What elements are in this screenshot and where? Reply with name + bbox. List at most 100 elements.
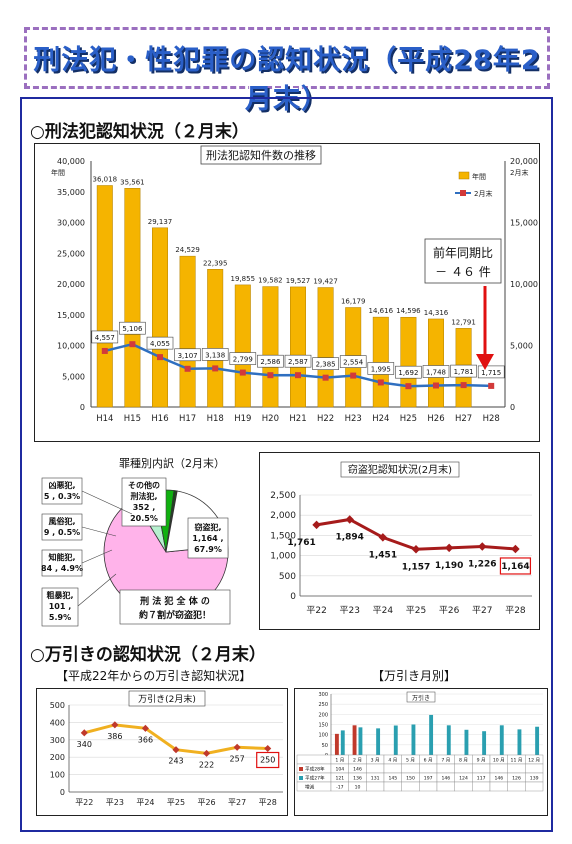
table-cell	[401, 763, 420, 774]
y-tick-label: 200	[50, 753, 65, 762]
bar-label: 19,427	[313, 278, 338, 286]
bar-2015	[535, 726, 540, 755]
pie-leader-line	[77, 573, 117, 607]
shoplifting-yearly-panel: 0 100 200 300 400 500 万引き(2月末) 340 平22 386 平23 366 平…	[36, 688, 288, 816]
y-tick-label: 100	[50, 771, 65, 780]
data-label: 340	[77, 740, 92, 749]
y-tick-label: 500	[50, 701, 65, 710]
line-feb-label-box	[422, 365, 450, 378]
bar-2016	[334, 733, 339, 755]
data-point	[80, 729, 88, 737]
x-tick-label: 平22	[75, 798, 93, 807]
line-feb-label-box	[312, 357, 339, 370]
pie-callout-line1: 刑 法 犯 全 体 の	[140, 595, 210, 607]
bar-annual	[124, 188, 141, 408]
right-tick-label: 15,000	[510, 219, 538, 228]
bar-annual	[96, 185, 113, 408]
x-tick-label: 平28	[259, 798, 277, 807]
bar-2015	[429, 714, 434, 755]
table-cell	[366, 781, 385, 792]
line-feb-label: 1,995	[371, 365, 391, 373]
pie-label-text: 67.9%	[194, 545, 222, 554]
right-tick-label: 5,000	[510, 342, 533, 351]
table-cell-value: 6 月	[424, 758, 433, 764]
bar-2015	[358, 727, 363, 755]
x-tick-label: 平26	[197, 798, 215, 807]
line-feb-point	[184, 365, 191, 372]
table-cell-value: 197	[424, 776, 433, 782]
data-point	[312, 520, 321, 530]
pie-leader-line	[81, 490, 133, 515]
line-feb-point	[129, 341, 136, 348]
x-tick-label: H15	[124, 414, 141, 424]
pie-leader-line	[81, 549, 113, 564]
y-tick-label: 400	[50, 718, 65, 727]
bar-annual	[428, 318, 444, 408]
y-tick-label: 1,000	[270, 552, 296, 562]
title-banner: 刑法犯・性犯罪の認知状況（平成28年2月末）	[24, 27, 550, 115]
left-tick-label: 25,000	[57, 249, 85, 258]
line-feb-label: 2,385	[316, 361, 336, 369]
pie-label-box	[187, 517, 229, 559]
shoplifting-monthly-panel: 050100150200250300万引き1 月2 月3 月4 月5 月6 月7…	[294, 688, 548, 816]
table-cell	[525, 763, 544, 774]
x-tick-label: 平23	[106, 798, 124, 807]
table-row-label: 増減	[305, 784, 315, 791]
data-label-highlight-box	[499, 557, 532, 575]
chart-title-box	[406, 691, 436, 703]
legend-annual-swatch	[458, 171, 470, 180]
pie-label-box	[41, 513, 83, 541]
theft-chart: 0 500 1,000 1,500 2,000 2,500 窃盗犯認知状況(2月末) 1,76…	[270, 461, 532, 616]
pie-label-text: 粗暴犯,	[46, 590, 73, 600]
line-feb-label: 3,107	[178, 352, 198, 360]
x-tick-label: H26	[427, 414, 444, 424]
table-cell	[472, 763, 491, 774]
y-tick-label: 50	[322, 743, 328, 749]
annotation-line2: － ４６ 件	[435, 265, 491, 279]
annotation-box	[424, 238, 502, 284]
table-cell-value: 4 月	[388, 758, 397, 764]
left-tick-label: 20,000	[57, 280, 85, 289]
line-feb-point	[101, 347, 108, 354]
table-legend-swatch	[299, 767, 303, 771]
line-feb-label: 1,715	[481, 369, 501, 377]
pie-label-box	[41, 549, 83, 577]
data-point	[478, 542, 487, 551]
x-tick-label: H16	[151, 414, 168, 424]
y-tick-label: 0	[60, 788, 65, 797]
table-cell	[401, 781, 420, 792]
table-cell-value: 139	[530, 776, 539, 782]
table-row-label: 平成28年	[305, 766, 325, 773]
bar-annual	[234, 284, 251, 408]
x-tick-label: 平23	[339, 605, 359, 616]
table-cell-value: 121	[335, 776, 344, 782]
line-feb-point	[267, 372, 274, 379]
table-cell	[454, 763, 473, 774]
table-cell	[507, 781, 526, 792]
table-cell	[436, 763, 455, 774]
bar-2015	[376, 728, 381, 755]
data-label: 1,451	[369, 550, 397, 560]
bar-label: 12,791	[451, 318, 476, 326]
table-legend-swatch	[299, 776, 303, 780]
shoplifting-yearly-header: 【平成22年からの万引き認知状況】	[56, 669, 252, 683]
x-tick-label: H17	[179, 414, 196, 424]
table-cell-value: 136	[353, 776, 362, 782]
table-cell	[419, 781, 438, 792]
legend-feb-label: 2月末	[474, 189, 492, 198]
bar-annual	[400, 316, 417, 408]
pie-label-text: 1,164 ,	[192, 534, 223, 543]
pie-label-text: 知能犯,	[48, 552, 75, 562]
pie-callout-line2: 約７割が窃盗犯！	[139, 609, 211, 621]
legend-feb-marker	[460, 190, 466, 196]
bar-label: 14,616	[369, 307, 394, 315]
x-tick-label: 平24	[136, 798, 154, 807]
line-feb-label: 2,799	[233, 356, 253, 364]
bar-2015	[393, 725, 398, 755]
table-cell-value: -17	[336, 785, 344, 791]
pie-label-text: 5 , 0.3%	[44, 492, 80, 501]
x-tick-label: 平28	[505, 605, 526, 616]
pie-leader-line	[81, 526, 117, 537]
bar-2015	[517, 729, 522, 755]
table-cell	[525, 781, 544, 792]
